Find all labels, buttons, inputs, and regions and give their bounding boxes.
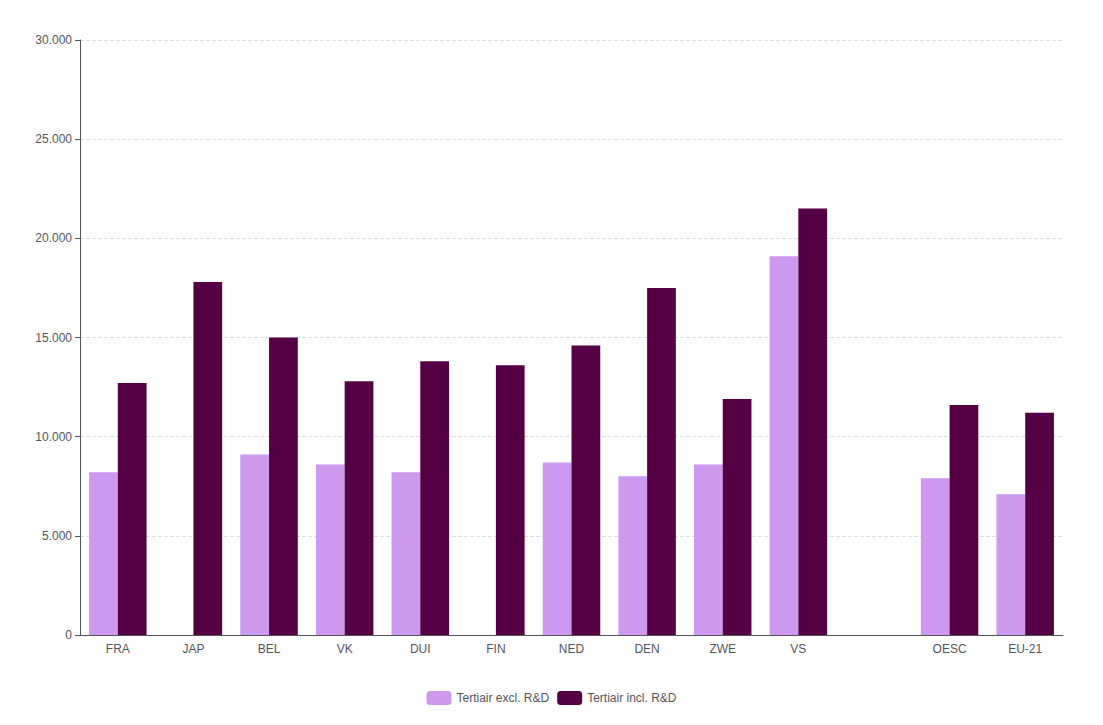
svg-text:FIN: FIN: [486, 642, 505, 656]
svg-text:0: 0: [65, 628, 72, 642]
svg-text:DUI: DUI: [410, 642, 431, 656]
svg-text:Tertiair incl. R&D: Tertiair incl. R&D: [587, 691, 677, 705]
svg-text:ZWE: ZWE: [709, 642, 736, 656]
svg-text:10.000: 10.000: [35, 430, 72, 444]
svg-text:FRA: FRA: [106, 642, 130, 656]
svg-text:VS: VS: [790, 642, 806, 656]
svg-text:OESC: OESC: [933, 642, 967, 656]
svg-text:25.000: 25.000: [35, 132, 72, 146]
svg-text:VK: VK: [337, 642, 353, 656]
svg-text:DEN: DEN: [634, 642, 659, 656]
svg-text:Tertiair excl. R&D: Tertiair excl. R&D: [456, 691, 549, 705]
svg-text:15.000: 15.000: [35, 331, 72, 345]
svg-text:BEL: BEL: [258, 642, 281, 656]
svg-text:5.000: 5.000: [42, 529, 72, 543]
svg-text:NED: NED: [559, 642, 585, 656]
svg-text:JAP: JAP: [182, 642, 204, 656]
svg-text:30.000: 30.000: [35, 33, 72, 47]
svg-text:EU-21: EU-21: [1008, 642, 1042, 656]
svg-text:20.000: 20.000: [35, 231, 72, 245]
